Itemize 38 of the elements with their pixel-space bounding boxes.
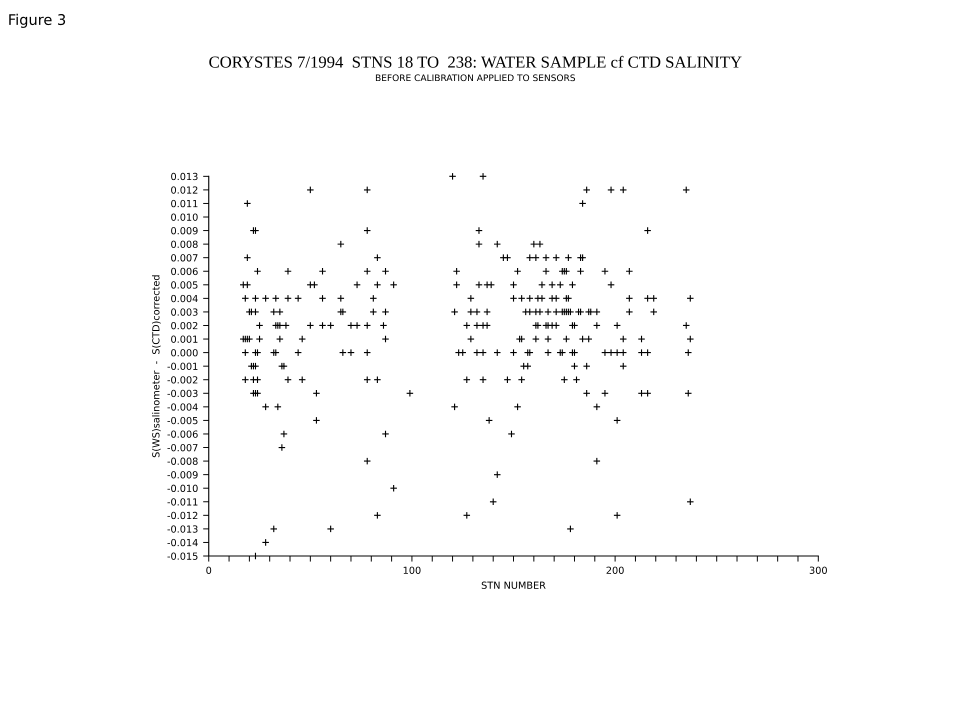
y-tick-label: 0.012 xyxy=(171,186,198,194)
y-tick-label: 0.013 xyxy=(171,172,198,180)
y-tick-label: -0.009 xyxy=(167,471,198,478)
y-tick-label: -0.008 xyxy=(167,458,198,465)
x-tick-label: 200 xyxy=(606,566,624,574)
chart-title: CORYSTES 7/1994 STNS 18 TO 238: WATER SAMPLE cf CTD SALINITY xyxy=(209,56,742,68)
y-tick-label: 0.007 xyxy=(171,254,198,262)
x-tick-label: 100 xyxy=(404,566,421,574)
y-tick-label: -0.005 xyxy=(167,416,198,424)
caption: Figure 3 xyxy=(9,14,66,28)
y-tick-label: 0.001 xyxy=(171,336,198,343)
y-tick-label: 0.008 xyxy=(171,240,198,248)
y-tick-label: 0.010 xyxy=(171,213,198,221)
y-tick-label: -0.001 xyxy=(167,362,198,370)
y-tick-label: -0.011 xyxy=(167,498,198,506)
chart-subtitle: BEFORE CALIBRATION APPLIED TO SENSORS xyxy=(376,74,576,82)
y-tick-label: 0.004 xyxy=(171,294,198,302)
y-tick-label: 0.011 xyxy=(171,200,198,208)
y-tick-label: -0.007 xyxy=(167,444,198,452)
x-tick-label: 0 xyxy=(206,566,212,574)
x-axis-title: STN NUMBER xyxy=(482,582,546,589)
y-tick-label: -0.012 xyxy=(167,512,198,520)
y-tick-label: -0.002 xyxy=(167,376,198,384)
y-tick-label: -0.013 xyxy=(167,525,198,533)
y-tick-label: 0.000 xyxy=(171,349,198,356)
y-tick-label: -0.004 xyxy=(167,403,198,411)
y-tick-label: -0.006 xyxy=(167,430,198,438)
y-tick-label: 0.006 xyxy=(171,268,198,276)
y-tick-label: 0.002 xyxy=(171,322,198,330)
y-tick-label: -0.015 xyxy=(167,552,198,560)
y-tick-label: 0.005 xyxy=(171,281,198,289)
y-axis-title: S(WS)salinometer - S(CTD)corrected xyxy=(152,275,161,458)
y-tick-label: -0.003 xyxy=(167,390,198,398)
y-tick-label: 0.003 xyxy=(171,308,198,316)
x-tick-label: 300 xyxy=(810,566,827,574)
y-tick-label: 0.009 xyxy=(171,227,198,234)
y-tick-label: -0.014 xyxy=(167,538,198,546)
y-tick-label: -0.010 xyxy=(167,484,198,492)
